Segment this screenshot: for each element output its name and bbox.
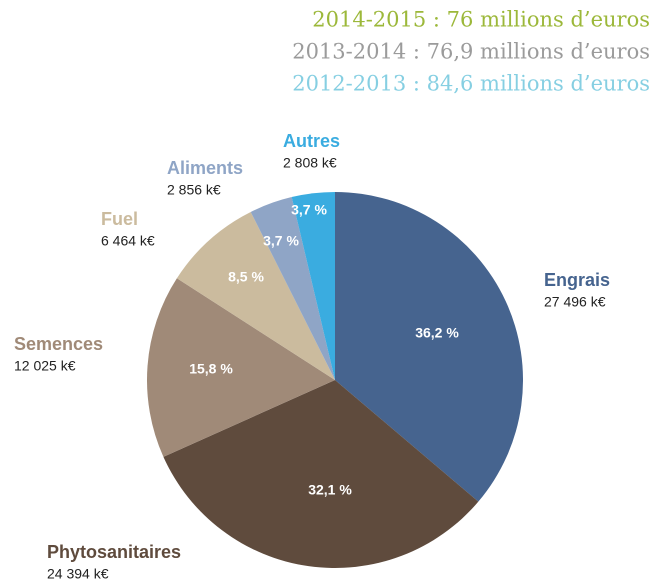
amount-label: 6 464 k€	[101, 233, 155, 249]
category-label: Aliments	[167, 158, 243, 178]
amount-label: 27 496 k€	[544, 294, 606, 310]
category-label: Semences	[14, 334, 103, 354]
pie-slice	[291, 192, 335, 380]
pie-slice	[147, 278, 335, 457]
value-label: 15,8 %	[189, 361, 233, 377]
amount-label: 24 394 k€	[47, 566, 109, 582]
value-label: 8,5 %	[228, 269, 264, 285]
category-label: Autres	[283, 131, 340, 151]
category-label: Engrais	[544, 270, 610, 290]
value-label: 3,7 %	[263, 233, 299, 249]
value-label: 3,7 %	[291, 202, 327, 218]
category-label: Phytosanitaires	[47, 542, 181, 562]
header-line: 2012-2013 : 84,6 millions d’euros	[292, 72, 650, 96]
header-line: 2013-2014 : 76,9 millions d’euros	[292, 40, 650, 64]
value-label: 36,2 %	[415, 325, 459, 341]
amount-label: 2 856 k€	[167, 182, 221, 198]
pie-slice	[176, 211, 335, 380]
amount-label: 12 025 k€	[14, 358, 76, 374]
pie-slice	[250, 197, 335, 380]
pie-slice	[163, 380, 479, 568]
header-line: 2014-2015 : 76 millions d’euros	[312, 8, 650, 32]
category-label: Fuel	[101, 209, 138, 229]
amount-label: 2 808 k€	[283, 155, 337, 171]
pie-slice	[335, 192, 523, 502]
value-label: 32,1 %	[308, 482, 352, 498]
